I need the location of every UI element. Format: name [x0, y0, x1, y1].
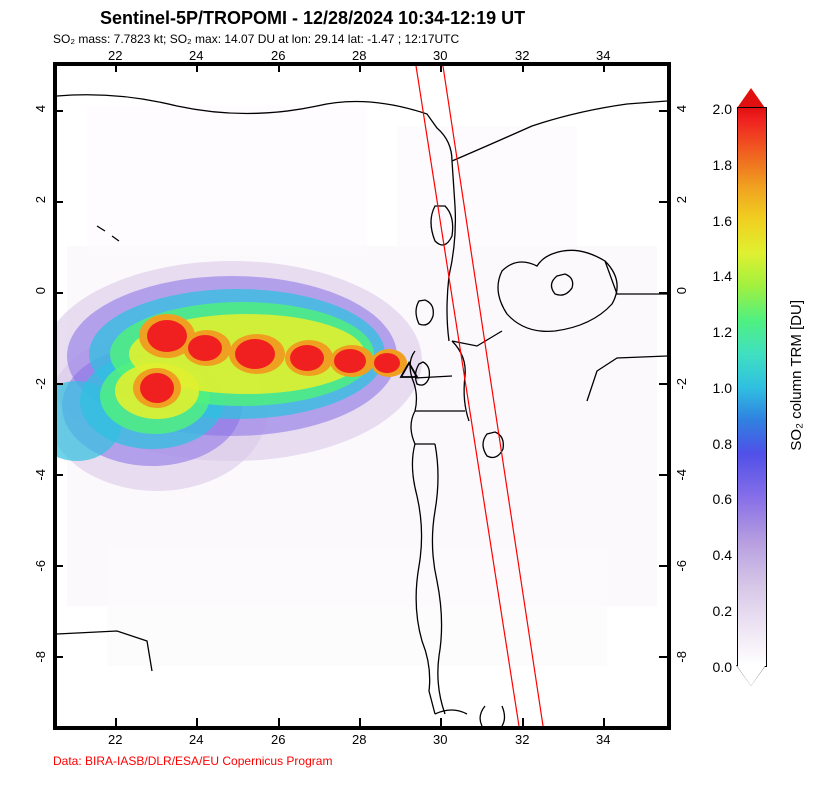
chart-subtitle: SO₂ mass: 7.7823 kt; SO₂ max: 14.07 DU a… — [53, 32, 459, 46]
chart-title: Sentinel-5P/TROPOMI - 12/28/2024 10:34-1… — [100, 8, 525, 29]
cb-tick-6: 1.2 — [713, 324, 732, 340]
cb-tick-2: 0.4 — [713, 547, 732, 563]
lat-tick-4-l: 4 — [33, 105, 48, 112]
lon-tick-24-bot: 24 — [189, 732, 203, 747]
lat-tick-n6-r: -6 — [674, 560, 689, 572]
cb-tick-10: 2.0 — [713, 101, 732, 117]
cb-tick-3: 0.6 — [713, 491, 732, 507]
lon-tick-26-top: 26 — [271, 48, 285, 63]
lon-tick-32-bot: 32 — [515, 732, 529, 747]
cb-tick-7: 1.4 — [713, 268, 732, 284]
lat-tick-2-r: 2 — [674, 196, 689, 203]
lon-tick-34-top: 34 — [596, 48, 610, 63]
lon-tick-34-bot: 34 — [596, 732, 610, 747]
lat-tick-n2-r: -2 — [674, 378, 689, 390]
lat-tick-0-l: 0 — [33, 287, 48, 294]
lon-tick-30-bot: 30 — [433, 732, 447, 747]
lat-tick-0-r: 0 — [674, 287, 689, 294]
data-credit: Data: BIRA-IASB/DLR/ESA/EU Copernicus Pr… — [53, 754, 332, 768]
lat-tick-2-l: 2 — [33, 196, 48, 203]
cb-tick-1: 0.2 — [713, 603, 732, 619]
lon-tick-30-top: 30 — [433, 48, 447, 63]
lon-tick-32-top: 32 — [515, 48, 529, 63]
colorbar-gradient — [737, 107, 767, 667]
lat-tick-n8-l: -8 — [33, 651, 48, 663]
map-frame — [53, 62, 671, 730]
map-svg — [57, 66, 667, 726]
lon-tick-24-top: 24 — [189, 48, 203, 63]
lat-tick-4-r: 4 — [674, 105, 689, 112]
lon-tick-28-bot: 28 — [352, 732, 366, 747]
lat-tick-n4-r: -4 — [674, 469, 689, 481]
colorbar-under-triangle — [737, 666, 765, 686]
colorbar — [737, 88, 765, 676]
cb-tick-4: 0.8 — [713, 436, 732, 452]
lat-tick-n4-l: -4 — [33, 469, 48, 481]
lon-tick-28-top: 28 — [352, 48, 366, 63]
cb-tick-5: 1.0 — [713, 380, 732, 396]
cb-tick-8: 1.6 — [713, 213, 732, 229]
lat-tick-n6-l: -6 — [33, 560, 48, 572]
colorbar-label: SO₂ column TRM [DU] — [788, 300, 805, 451]
lon-tick-22-bot: 22 — [108, 732, 122, 747]
cb-tick-9: 1.8 — [713, 157, 732, 173]
lat-tick-n8-r: -8 — [674, 651, 689, 663]
lon-tick-22-top: 22 — [108, 48, 122, 63]
lon-tick-26-bot: 26 — [271, 732, 285, 747]
lat-tick-n2-l: -2 — [33, 378, 48, 390]
cb-tick-0: 0.0 — [713, 659, 732, 675]
colorbar-over-triangle — [737, 88, 765, 108]
